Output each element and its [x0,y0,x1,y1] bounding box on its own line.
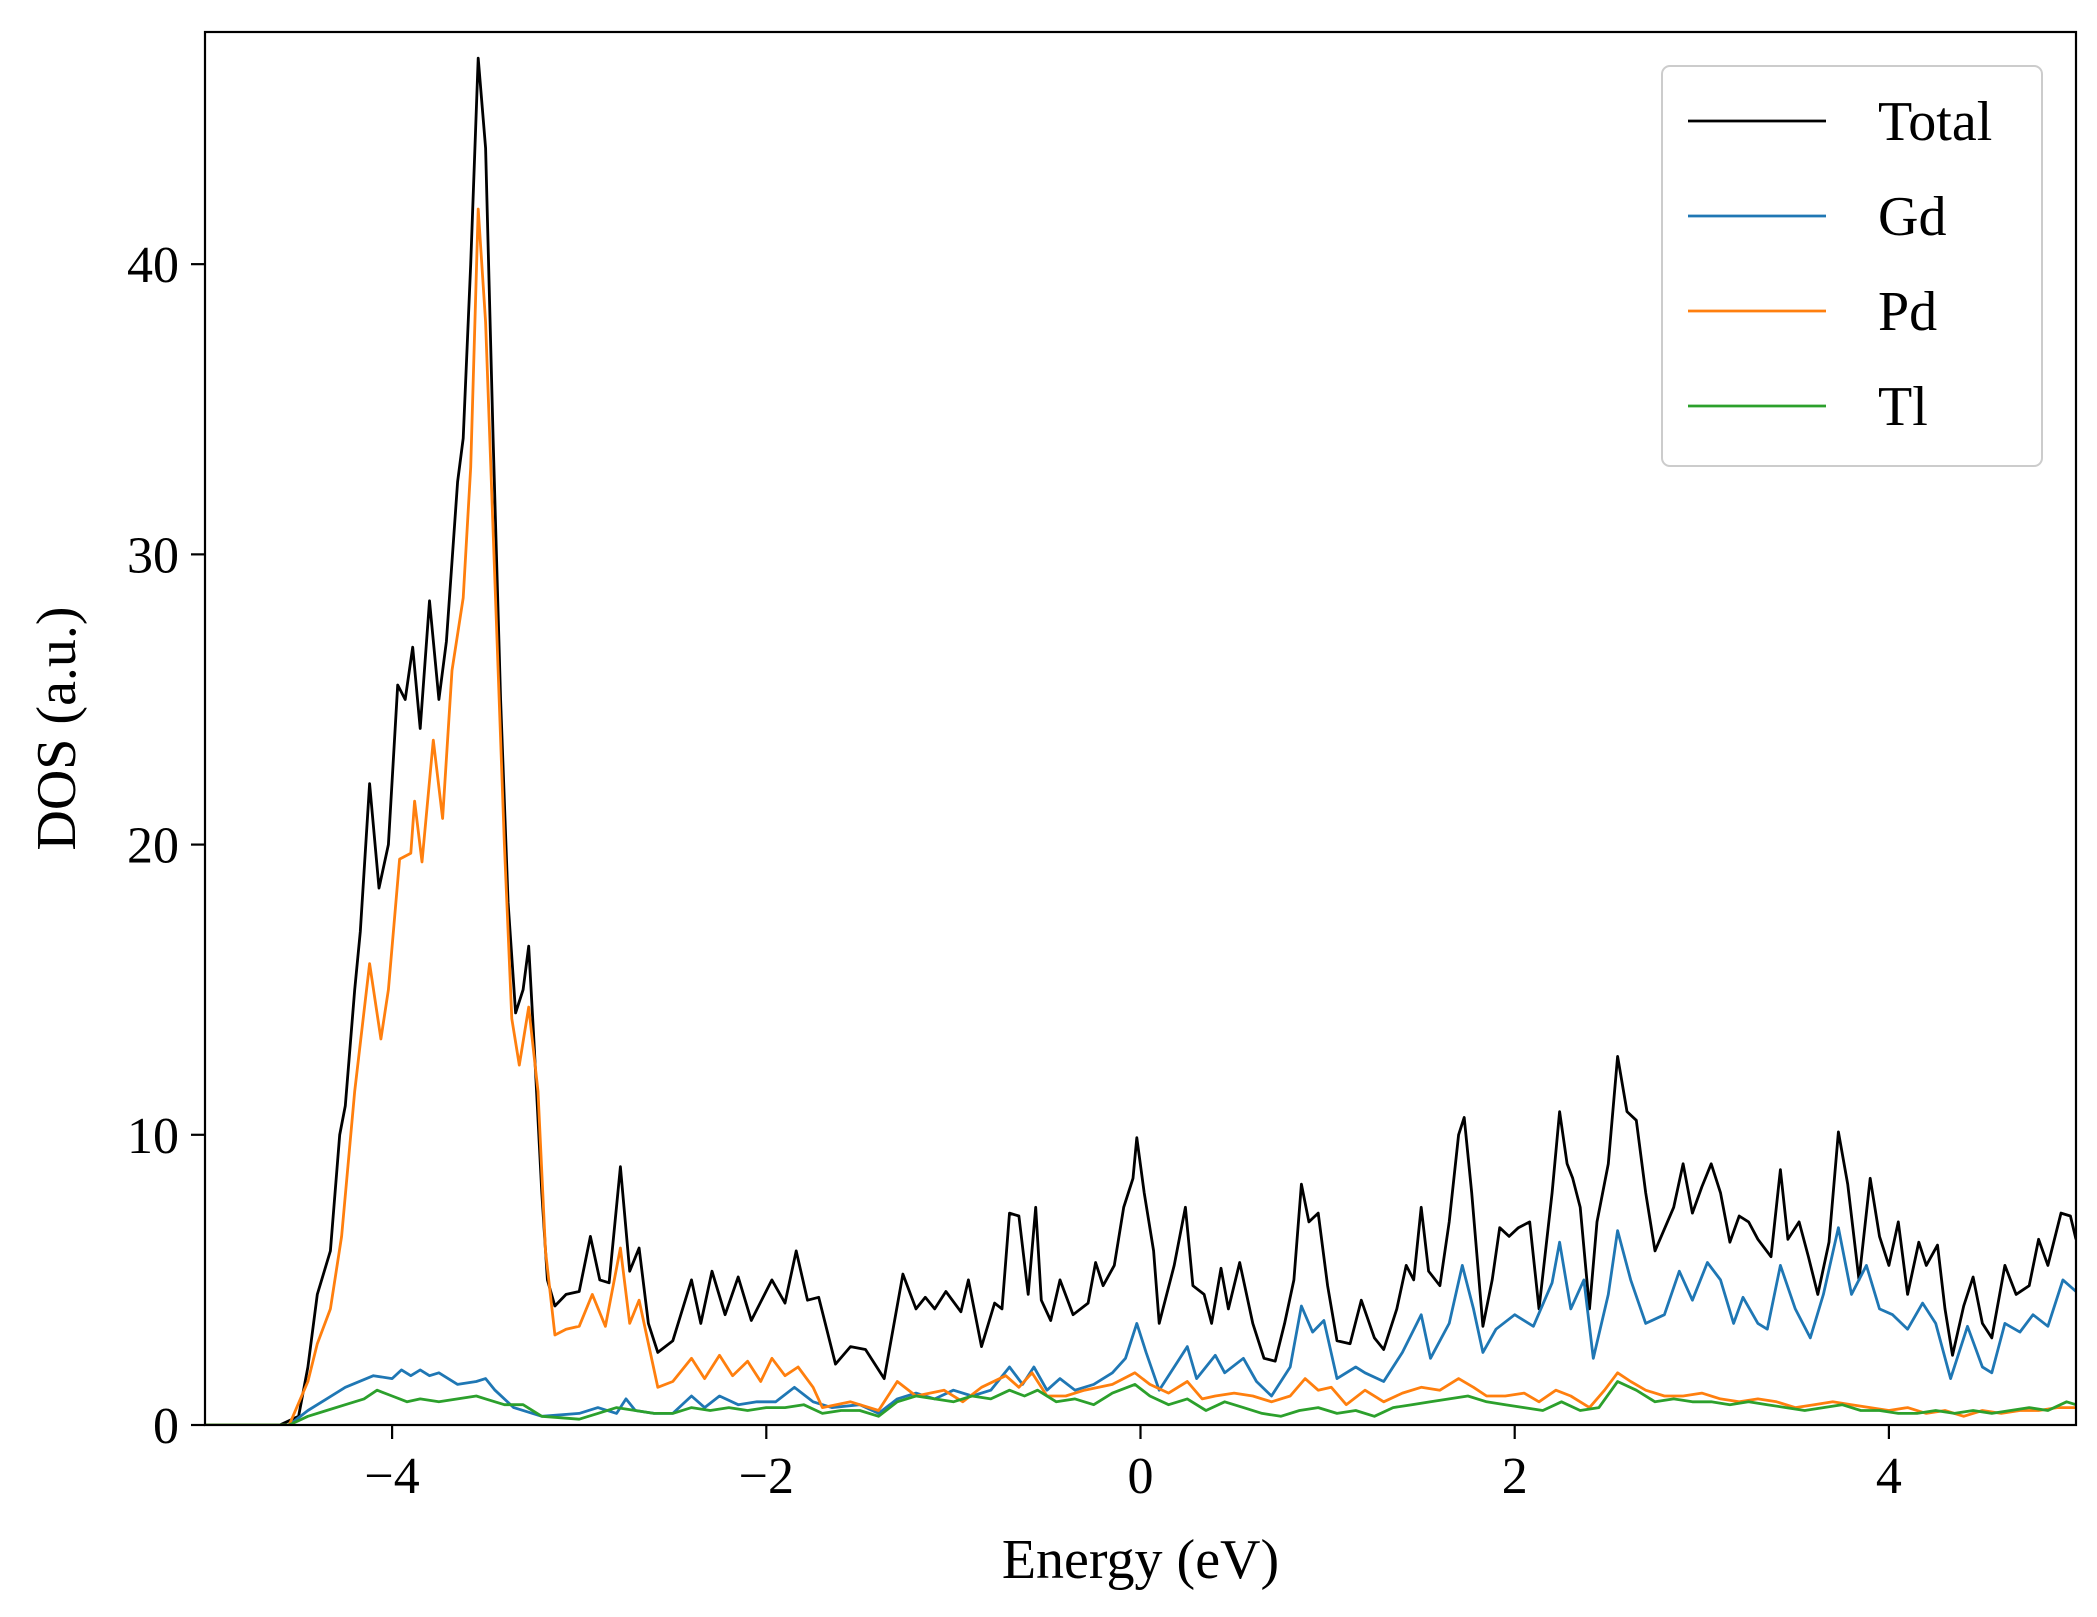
legend-box [1661,65,2043,467]
x-tick-label: −4 [364,1448,419,1505]
series-line-gd [205,1226,2076,1425]
legend-label-pd: Pd [1878,281,1937,343]
x-tick-label: 2 [1502,1448,1528,1505]
x-tick-label: 0 [1128,1448,1154,1505]
x-axis-label: Energy (eV) [1002,1529,1279,1591]
y-tick-label: 20 [127,818,179,875]
legend-label-gd: Gd [1878,186,1946,248]
y-axis-label: DOS (a.u.) [26,606,88,850]
series-line-pd [205,207,2076,1425]
legend-label-total: Total [1878,91,1992,153]
y-tick-label: 0 [153,1398,179,1455]
series-layer [205,56,2076,1425]
y-tick-label: 10 [127,1108,179,1165]
legend: Total Gd Pd Tl [1661,65,2043,467]
series-line-tl [205,1380,2076,1425]
series-line-total [205,56,2076,1425]
x-tick-label: −2 [739,1448,794,1505]
legend-label-tl: Tl [1878,376,1928,438]
x-tick-label: 4 [1876,1448,1902,1505]
y-tick-label: 30 [127,527,179,584]
y-tick-label: 40 [127,237,179,294]
